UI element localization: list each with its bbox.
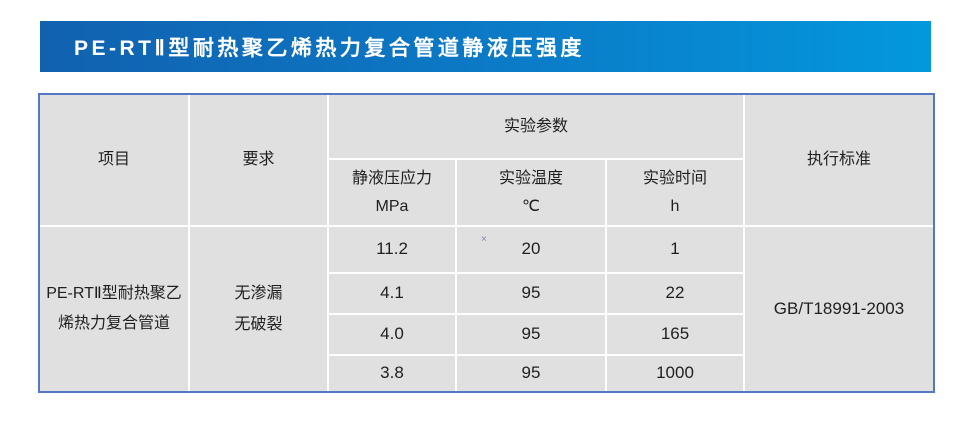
cell-stress-row1: 11.2 — [329, 227, 455, 272]
cell-time-row1: 1 — [607, 227, 743, 272]
cell-standard-value: GB/T18991-2003 — [745, 227, 933, 391]
cell-time-row4: 1000 — [607, 356, 743, 391]
cell-stress-row3: 4.0 — [329, 315, 455, 354]
cell-temperature-row4: 95 — [457, 356, 605, 391]
page-title: PE-RTⅡ型耐热聚乙烯热力复合管道静液压强度 — [74, 36, 585, 60]
temperature-value-row1: 20 — [521, 239, 541, 259]
spec-table: 项目 要求 实验参数 执行标准 静液压应力 MPa 实验温度 ℃ 实验时间 h … — [38, 93, 935, 393]
cell-stress-row2: 4.1 — [329, 274, 455, 313]
header-cell-stress: 静液压应力 MPa — [329, 160, 455, 225]
cell-requirement-value: 无渗漏 无破裂 — [190, 227, 327, 391]
title-bar: PE-RTⅡ型耐热聚乙烯热力复合管道静液压强度 — [40, 21, 931, 72]
header-cell-standard: 执行标准 — [745, 95, 933, 225]
header-cell-item: 项目 — [40, 95, 188, 225]
header-cell-time: 实验时间 h — [607, 160, 743, 225]
header-cell-params-group: 实验参数 — [329, 95, 743, 158]
header-cell-temperature: 实验温度 ℃ — [457, 160, 605, 225]
cell-temperature-row3: 95 — [457, 315, 605, 354]
cell-temperature-row1: × 20 — [457, 227, 605, 272]
cell-item-value: PE-RTⅡ型耐热聚乙 烯热力复合管道 — [40, 227, 188, 391]
cell-temperature-row2: 95 — [457, 274, 605, 313]
cell-time-row3: 165 — [607, 315, 743, 354]
spec-table-grid: 项目 要求 实验参数 执行标准 静液压应力 MPa 实验温度 ℃ 实验时间 h … — [40, 95, 933, 391]
header-cell-requirement: 要求 — [190, 95, 327, 225]
cell-time-row2: 22 — [607, 274, 743, 313]
cell-stress-row4: 3.8 — [329, 356, 455, 391]
blue-x-artifact: × — [481, 234, 487, 245]
